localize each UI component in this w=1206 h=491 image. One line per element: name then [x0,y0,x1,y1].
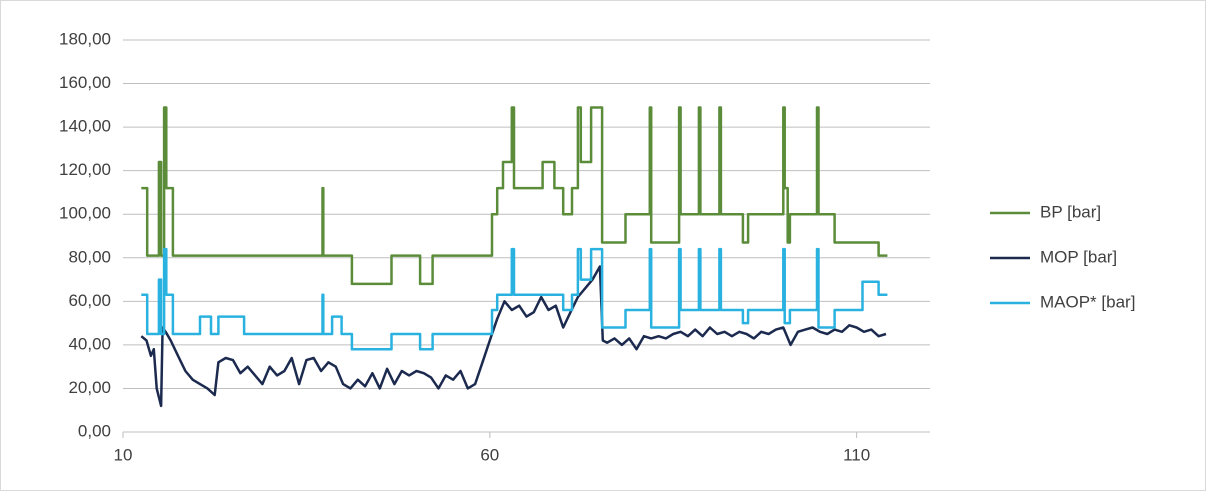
y-tick-label: 180,00 [59,29,111,48]
y-tick-label: 60,00 [68,291,111,310]
x-tick-label: 110 [843,445,870,464]
legend-label: MOP [bar] [1040,247,1117,266]
series-line [140,265,887,408]
y-tick-label: 40,00 [68,334,111,353]
y-tick-label: 140,00 [59,117,111,136]
y-tick-label: 100,00 [59,204,111,223]
legend-label: BP [bar] [1040,202,1101,221]
series-line [141,247,888,351]
legend-label: MAOP* [bar] [1040,292,1135,311]
y-tick-label: 80,00 [68,247,111,266]
series-line [141,106,888,286]
x-tick-label: 60 [480,445,499,464]
y-tick-label: 160,00 [59,73,111,92]
y-tick-label: 120,00 [59,160,111,179]
y-tick-label: 20,00 [68,378,111,397]
y-tick-label: 0,00 [78,421,111,440]
x-tick-label: 10 [114,445,133,464]
